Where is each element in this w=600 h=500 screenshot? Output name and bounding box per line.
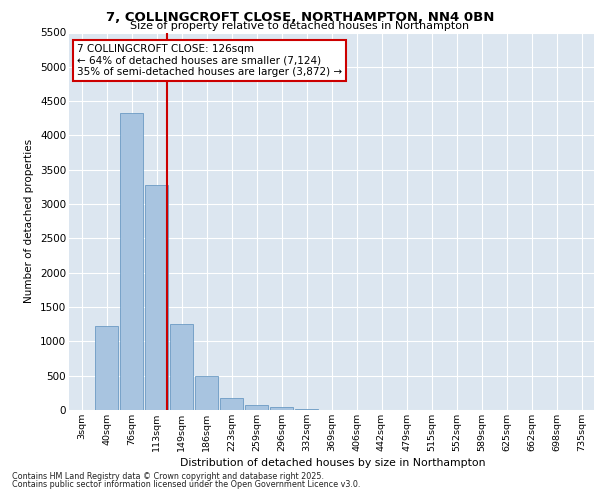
Bar [145,185,168,410]
Bar [95,326,118,410]
Text: Contains public sector information licensed under the Open Government Licence v3: Contains public sector information licen… [12,480,361,489]
Text: Distribution of detached houses by size in Northampton: Distribution of detached houses by size … [180,458,486,468]
Text: 7, COLLINGCROFT CLOSE, NORTHAMPTON, NN4 0BN: 7, COLLINGCROFT CLOSE, NORTHAMPTON, NN4 … [106,11,494,24]
Bar [170,324,193,410]
Bar [220,398,243,410]
Bar [245,404,268,410]
Bar [195,376,218,410]
Bar [120,113,143,410]
Text: Size of property relative to detached houses in Northampton: Size of property relative to detached ho… [130,21,470,31]
Text: 7 COLLINGCROFT CLOSE: 126sqm
← 64% of detached houses are smaller (7,124)
35% of: 7 COLLINGCROFT CLOSE: 126sqm ← 64% of de… [77,44,342,77]
Bar [270,408,293,410]
Text: Contains HM Land Registry data © Crown copyright and database right 2025.: Contains HM Land Registry data © Crown c… [12,472,324,481]
Y-axis label: Number of detached properties: Number of detached properties [25,139,34,304]
